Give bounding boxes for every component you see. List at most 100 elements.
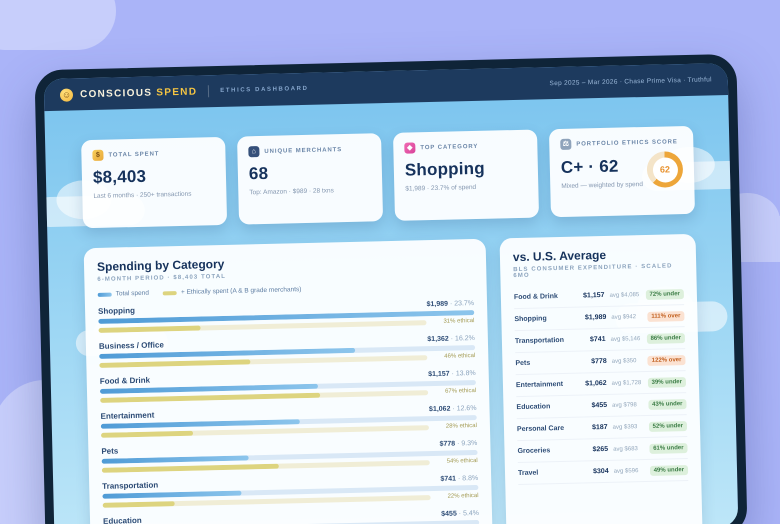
- ethical-percent-label: 28% ethical: [445, 423, 477, 430]
- comparison-rows: Food & Drink $1,157 avg $4,085 72% under Sh…: [513, 283, 689, 486]
- spent-value: $304: [593, 467, 609, 476]
- category-amount: $455 · 5.4%: [441, 509, 480, 518]
- delta-badge: 52% under: [648, 420, 688, 432]
- unique-merchants-card: ⌂ UNIQUE MERCHANTS 68 Top: Amazon · $989…: [237, 133, 384, 225]
- ethical-spend-bar: [99, 358, 251, 368]
- panel-subtitle: BLS CONSUMER EXPENDITURE · SCALED 6MO: [513, 263, 673, 280]
- delta-badge: 111% over: [647, 310, 685, 322]
- total-spent-detail: Last 6 months · 250+ transactions: [93, 190, 192, 200]
- blue-swatch-icon: [97, 292, 112, 297]
- ethics-score-gauge-value: 62: [652, 156, 678, 183]
- spending-row: Pets $778 · 9.3% 54% ethical: [101, 438, 478, 473]
- total-spend-bar: [102, 490, 242, 499]
- ethics-grade: C+: [560, 156, 584, 177]
- category-label: Entertainment: [515, 380, 564, 390]
- spent-value: $778: [591, 357, 607, 366]
- ethical-spend-bar: [101, 463, 279, 473]
- category-label: Travel: [517, 469, 539, 478]
- spending-row: Entertainment $1,062 · 12.6% 28% ethical: [100, 403, 477, 438]
- spent-value: $1,157: [583, 291, 605, 300]
- ethical-percent-label: 46% ethical: [444, 353, 476, 360]
- ethical-spend-bar: [98, 325, 201, 333]
- average-value: avg $942: [611, 313, 637, 321]
- spent-value: $741: [589, 335, 606, 344]
- category-amount: $1,989 · 23.7%: [426, 300, 475, 309]
- average-value: avg $4,085: [609, 291, 640, 299]
- dashboard-content: $ TOTAL SPENT $8,403 Last 6 months · 250…: [45, 125, 739, 524]
- comparison-row: Travel $304 avg $596 49% under: [517, 459, 689, 486]
- unique-merchants-value: 68: [248, 163, 269, 184]
- us-average-panel: vs. U.S. Average BLS CONSUMER EXPENDITUR…: [499, 233, 704, 524]
- ethics-score-value: C+ · 62: [561, 156, 643, 178]
- spent-value: $187: [591, 423, 608, 432]
- shopping-bag-icon: ◆: [404, 142, 416, 154]
- category-label: Education: [102, 515, 142, 524]
- category-amount: $1,362 · 16.2%: [427, 335, 475, 344]
- category-label: Food & Drink: [99, 375, 151, 386]
- period-account-meta: Sep 2025 – Mar 2026 · Chase Prime Visa ·…: [549, 75, 712, 87]
- card-label: TOTAL SPENT: [108, 150, 160, 159]
- separator-dot: ·: [588, 156, 595, 176]
- panel-row: Spending by Category 6-MONTH PERIOD · $8…: [83, 233, 704, 524]
- spending-row: Food & Drink $1,157 · 13.8% 67% ethical: [99, 368, 477, 403]
- average-value: avg $1,728: [611, 379, 642, 387]
- panel-title: vs. U.S. Average: [512, 247, 607, 265]
- brand-name: CONSCIOUS SPEND: [80, 86, 198, 100]
- legend-total-spend: Total spend: [97, 290, 149, 298]
- category-label: Pets: [101, 446, 119, 456]
- top-category-value: Shopping: [404, 158, 486, 180]
- category-label: Business / Office: [98, 340, 164, 351]
- card-label: UNIQUE MERCHANTS: [264, 146, 343, 155]
- category-amount: $1,157 · 13.8%: [428, 370, 476, 379]
- delta-badge: 49% under: [649, 464, 689, 476]
- category-label: Shopping: [98, 306, 136, 316]
- top-category-card: ◆ TOP CATEGORY Shopping $1,989 · 23.7% o…: [392, 129, 540, 221]
- delta-badge: 122% over: [647, 354, 686, 366]
- total-spent-card: $ TOTAL SPENT $8,403 Last 6 months · 250…: [81, 136, 228, 229]
- category-amount: $778 · 9.3%: [439, 440, 478, 448]
- spent-value: $1,062: [585, 379, 607, 388]
- category-amount: $741 · 8.8%: [440, 474, 479, 483]
- top-bar: ☺ CONSCIOUS SPEND ETHICS DASHBOARD Sep 2…: [43, 63, 729, 112]
- category-label: Entertainment: [100, 410, 155, 421]
- average-value: avg $798: [612, 401, 637, 409]
- yellow-swatch-icon: [162, 290, 177, 295]
- storefront-icon: ⌂: [248, 146, 260, 158]
- spending-rows: Shopping $1,989 · 23.7% 31% ethical Busin…: [98, 298, 480, 524]
- background-cloud: [0, 0, 116, 50]
- ethical-percent-label: 67% ethical: [445, 388, 477, 395]
- delta-badge: 61% under: [649, 442, 688, 454]
- card-label: PORTFOLIO ETHICS SCORE: [576, 138, 678, 148]
- scales-icon: ⚖: [560, 138, 572, 150]
- ethics-score-card: ⚖ PORTFOLIO ETHICS SCORE C+ · 62 Mixed —…: [548, 125, 695, 218]
- divider: [208, 85, 210, 98]
- delta-badge: 39% under: [647, 376, 687, 388]
- category-label: Shopping: [514, 315, 547, 324]
- delta-badge: 72% under: [645, 288, 684, 300]
- ethical-spend-bar: [102, 500, 175, 508]
- ethical-percent-label: 31% ethical: [443, 318, 475, 325]
- spending-row: Transportation $741 · 8.8% 22% ethical: [102, 473, 479, 508]
- brand-accent: SPEND: [156, 86, 198, 98]
- top-category-detail: $1,989 · 23.7% of spend: [405, 183, 477, 193]
- category-label: Transportation: [102, 480, 159, 491]
- category-label: Transportation: [514, 336, 565, 346]
- ethics-score-detail: Mixed — weighted by spend: [561, 180, 644, 190]
- average-value: avg $393: [612, 423, 638, 431]
- spent-value: $265: [592, 445, 609, 454]
- spent-value: $455: [591, 401, 608, 410]
- category-label: Personal Care: [516, 424, 565, 434]
- ethical-percent-label: 54% ethical: [446, 458, 478, 465]
- category-label: Groceries: [517, 447, 551, 456]
- average-value: avg $5,146: [610, 335, 641, 343]
- ethics-score-number: 62: [598, 156, 619, 176]
- stat-card-row: $ TOTAL SPENT $8,403 Last 6 months · 250…: [81, 125, 695, 229]
- total-spend-bar: [101, 455, 249, 464]
- brand-primary: CONSCIOUS: [79, 87, 153, 100]
- money-icon: $: [92, 149, 104, 161]
- total-spent-value: $8,403: [92, 166, 147, 187]
- smiley-logo-icon: ☺: [59, 87, 74, 102]
- spending-row: Shopping $1,989 · 23.7% 31% ethical: [98, 298, 475, 333]
- unique-merchants-detail: Top: Amazon · $989 · 28 txns: [249, 187, 334, 197]
- average-value: avg $683: [613, 445, 638, 453]
